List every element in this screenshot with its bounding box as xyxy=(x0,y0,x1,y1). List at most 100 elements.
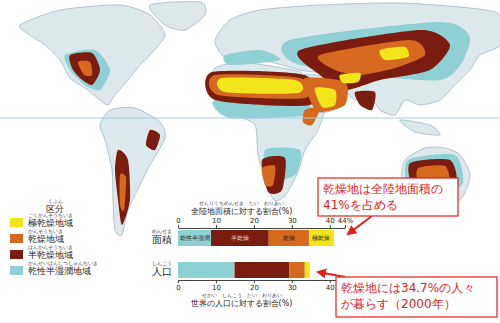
tick-label: 0 xyxy=(176,284,180,292)
tick: 40 xyxy=(326,217,335,228)
tick-mark xyxy=(216,225,217,228)
annotation-arrow xyxy=(318,272,345,277)
category-label: 面積 xyxy=(152,234,172,245)
dryland-region xyxy=(64,50,110,91)
tick-label: 10 xyxy=(212,284,221,292)
dryland-region xyxy=(379,47,409,60)
tick-mark xyxy=(330,280,331,283)
dryland-region xyxy=(303,78,348,113)
annotation-box xyxy=(336,277,497,317)
legend-label: 乾性半湿潤地域 xyxy=(28,266,91,276)
land xyxy=(400,120,440,135)
bar-segment xyxy=(178,262,235,278)
segment-label: 乾性半湿潤 xyxy=(180,234,210,241)
tick: 20 xyxy=(250,280,259,292)
annotation-box xyxy=(318,178,458,216)
dryland-region xyxy=(78,61,92,76)
annotation-arrow xyxy=(348,216,372,234)
dryland-region xyxy=(339,73,361,84)
tick-label: 30 xyxy=(288,284,297,292)
annotation-text: が暮らす（2000年） xyxy=(341,297,456,311)
tick-label: 30 xyxy=(288,217,297,225)
tick: 20 xyxy=(250,217,259,228)
land xyxy=(149,2,206,31)
annotation-text: 41%を占める xyxy=(323,198,398,212)
map xyxy=(0,2,500,236)
tick-label: 44% xyxy=(338,217,354,225)
dryland-region xyxy=(69,52,100,85)
tick-mark xyxy=(254,280,255,283)
annotation-text: 乾燥地は全陸地面積の xyxy=(323,182,443,196)
legend-label: 乾燥地域 xyxy=(28,234,64,244)
bar-segment xyxy=(305,262,310,278)
category-label: 人口 xyxy=(152,266,172,277)
figure: くぶん区分ごくかんそうちいき極乾燥地域かんそうちいき乾燥地域はんかんそうちいき半… xyxy=(0,0,500,323)
tick-mark xyxy=(178,225,179,228)
legend-label: 半乾燥地域 xyxy=(28,250,73,260)
tick: 0 xyxy=(176,280,180,292)
segment-labels: 乾性半湿潤 半乾燥 乾燥 極乾燥 xyxy=(180,234,331,241)
dryland-region xyxy=(209,74,311,98)
equator xyxy=(0,118,500,119)
bar-segment xyxy=(211,230,269,246)
legend-label: 極乾燥地域 xyxy=(28,218,73,228)
bar-segment xyxy=(309,230,334,246)
tick-label: 40 xyxy=(326,284,335,292)
annotation: 乾燥地は全陸地面積の 41%を占める xyxy=(318,178,458,234)
segment-label: 乾燥 xyxy=(283,234,295,241)
land xyxy=(19,5,165,105)
dryland-region xyxy=(115,150,130,225)
dryland-region xyxy=(120,173,127,211)
dryland-region xyxy=(315,87,337,108)
axis-title-reading: ぜんりくちめんせき たい わりあい xyxy=(199,200,284,206)
legend-swatch xyxy=(10,234,23,243)
dryland-region xyxy=(355,91,376,111)
tick: 30 xyxy=(288,280,297,292)
bar-segment xyxy=(178,230,211,246)
dryland-region xyxy=(262,165,276,186)
land xyxy=(100,107,165,235)
tick-label: 20 xyxy=(250,217,259,225)
dryland-region xyxy=(146,130,160,150)
tick-label: 10 xyxy=(212,217,221,225)
tick-mark xyxy=(292,225,293,228)
x-axis-top: 0 10 20 30 4044% xyxy=(176,217,353,229)
tick: 10 xyxy=(212,217,221,228)
dryland-region xyxy=(205,71,316,106)
tick-mark xyxy=(292,280,293,283)
tick: 44% xyxy=(338,217,354,228)
dryland-region xyxy=(223,50,280,65)
axis-line xyxy=(179,228,346,229)
legend-swatch xyxy=(10,218,23,227)
tick-label: 20 xyxy=(250,284,259,292)
legend-swatch xyxy=(10,266,23,275)
tick: 30 xyxy=(288,217,297,228)
bar-segment xyxy=(269,230,309,246)
tick-mark xyxy=(345,225,346,228)
bars xyxy=(178,230,334,278)
tick-label: 40 xyxy=(326,217,335,225)
segment-label: 極乾燥 xyxy=(312,234,330,241)
tick: 0 xyxy=(176,217,180,228)
dryland-region xyxy=(217,77,303,93)
tick-mark xyxy=(254,225,255,228)
tick: 40 xyxy=(326,280,335,292)
bar-segment xyxy=(235,262,290,278)
tick-mark xyxy=(330,225,331,228)
x-axis-bottom: 01020304044% xyxy=(176,280,353,292)
tick-label: 0 xyxy=(176,217,180,225)
axis-title: 全陸地面積に対する割合(%) xyxy=(191,207,293,216)
dryland-region xyxy=(262,156,286,194)
annotation: 乾燥地には34.7%の人々が暮らす（2000年） xyxy=(318,272,497,317)
axis-line xyxy=(179,280,346,281)
axis-title-reading: せかい じんこう たい わりあい xyxy=(202,292,282,298)
segment-label: 半乾燥 xyxy=(231,234,249,241)
map-legend: くぶん区分ごくかんそうちいき極乾燥地域かんそうちいき乾燥地域はんかんそうちいき半… xyxy=(10,198,98,276)
dryland-region xyxy=(318,40,426,75)
legend-swatch xyxy=(10,250,23,259)
annotation-text: 乾燥地には34.7%の人々 xyxy=(341,281,475,295)
bar-segment xyxy=(289,262,305,278)
tick: 10 xyxy=(212,280,221,292)
tick-mark xyxy=(216,280,217,283)
tick-mark xyxy=(178,280,179,283)
